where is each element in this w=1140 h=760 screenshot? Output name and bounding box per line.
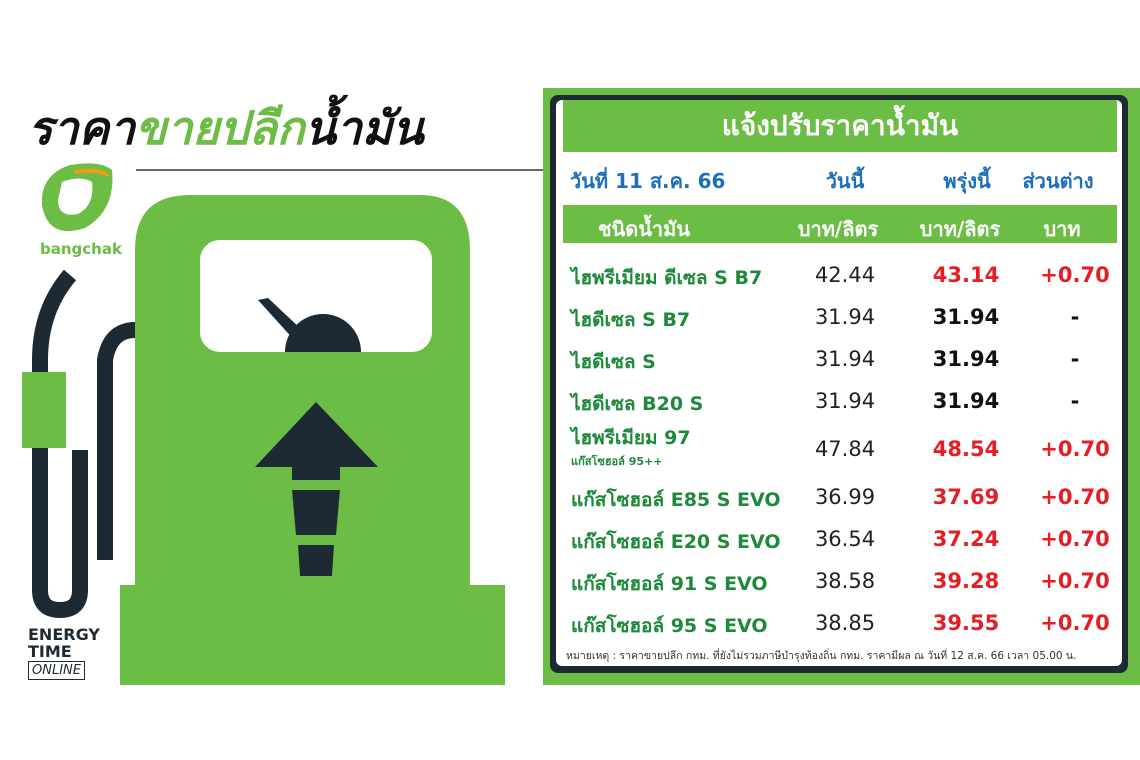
price-diff: +0.70	[1040, 437, 1110, 461]
price-today: 31.94	[814, 347, 876, 371]
fuel-name: ไฮดีเซล S B7	[571, 309, 691, 331]
price-diff: +0.70	[1040, 485, 1110, 509]
illustration	[22, 163, 545, 685]
table-row: ไฮพรีเมียม 97 แก๊สโซฮอล์ 95++ 47.84 48.54 +0…	[563, 423, 1117, 477]
price-diff: -	[1070, 305, 1080, 329]
price-tomorrow: 31.94	[932, 347, 1000, 371]
fuel-name: แก๊สโซฮอล์ 95 S EVO	[571, 615, 768, 637]
brand: bangchak	[40, 240, 122, 258]
price-today: 42.44	[814, 263, 876, 287]
panel-body	[556, 100, 1122, 666]
headline-part: ราคา	[28, 101, 136, 155]
table-row: แก๊สโซฮอล์ E20 S EVO 36.54 37.24 +0.70	[563, 519, 1117, 561]
date: วันที่ 11 ส.ค. 66	[570, 169, 726, 193]
price-tomorrow: 39.28	[932, 569, 1000, 593]
publisher-word: ONLINE	[28, 661, 85, 680]
price-today: 38.85	[814, 611, 876, 635]
headline-part: น้ำมัน	[304, 101, 424, 155]
fuel-name: แก๊สโซฮอล์ 91 S EVO	[571, 573, 768, 595]
price-diff: +0.70	[1040, 569, 1110, 593]
fuel-name: ไฮดีเซล S	[571, 351, 656, 373]
price-tomorrow: 37.69	[932, 485, 1000, 509]
table-row: แก๊สโซฮอล์ E85 S EVO 36.99 37.69 +0.70	[563, 477, 1117, 519]
column-header: พรุ่งนี้	[943, 169, 991, 193]
price-tomorrow: 31.94	[932, 305, 1000, 329]
fuel-name: ไฮพรีเมียม ดีเซล S B7	[571, 267, 763, 289]
price-today: 47.84	[814, 437, 876, 461]
fuel-name: ไฮพรีเมียม 97	[571, 427, 691, 449]
price-today: 31.94	[814, 389, 876, 413]
footnote: หมายเหตุ : ราคาขายปลีก กทม. ที่ยังไม่รวม…	[566, 650, 1077, 662]
publisher-word: TIME	[28, 642, 72, 661]
publisher-word: ENERGY	[28, 625, 100, 644]
header-cell: บาท	[1043, 217, 1081, 241]
table-row: ไฮพรีเมียม ดีเซล S B7 42.44 43.14 +0.70	[563, 255, 1117, 297]
price-diff: +0.70	[1040, 263, 1110, 287]
headline: ราคาขายปลีกน้ำมัน	[28, 92, 424, 165]
price-tomorrow: 39.55	[932, 611, 1000, 635]
price-today: 31.94	[814, 305, 876, 329]
column-header: วันนี้	[825, 169, 865, 193]
price-today: 36.54	[814, 527, 876, 551]
header-cell: บาท/ลิตร	[797, 217, 879, 241]
price-tomorrow: 37.24	[932, 527, 1000, 551]
headline-part: ขายปลีก	[135, 101, 305, 155]
table-row: ไฮดีเซล B20 S 31.94 31.94 -	[563, 381, 1117, 423]
table-title: แจ้งปรับราคาน้ำมัน	[563, 100, 1117, 152]
publisher: ENERGY TIME ONLINE	[28, 626, 100, 680]
table-row: ไฮดีเซล S B7 31.94 31.94 -	[563, 297, 1117, 339]
price-today: 36.99	[814, 485, 876, 509]
fuel-subname: แก๊สโซฮอล์ 95++	[571, 455, 663, 468]
price-tomorrow: 48.54	[932, 437, 1000, 461]
price-diff: -	[1070, 347, 1080, 371]
fuel-name: แก๊สโซฮอล์ E20 S EVO	[571, 531, 781, 553]
column-header: ส่วนต่าง	[1022, 169, 1094, 193]
fuel-name: แก๊สโซฮอล์ E85 S EVO	[571, 489, 781, 511]
price-diff: -	[1070, 389, 1080, 413]
header-bar	[563, 205, 1117, 243]
fuel-name: ไฮดีเซล B20 S	[571, 393, 704, 415]
header-cell: บาท/ลิตร	[919, 217, 1001, 241]
table-row: ไฮดีเซล S 31.94 31.94 -	[563, 339, 1117, 381]
price-tomorrow: 43.14	[932, 263, 1000, 287]
price-today: 38.58	[814, 569, 876, 593]
table-row: แก๊สโซฮอล์ 91 S EVO 38.58 39.28 +0.70	[563, 561, 1117, 603]
table-row: แก๊สโซฮอล์ 95 S EVO 38.85 39.55 +0.70	[563, 603, 1117, 645]
price-tomorrow: 31.94	[932, 389, 1000, 413]
price-diff: +0.70	[1040, 611, 1110, 635]
header-cell: ชนิดน้ำมัน	[598, 217, 690, 241]
price-diff: +0.70	[1040, 527, 1110, 551]
